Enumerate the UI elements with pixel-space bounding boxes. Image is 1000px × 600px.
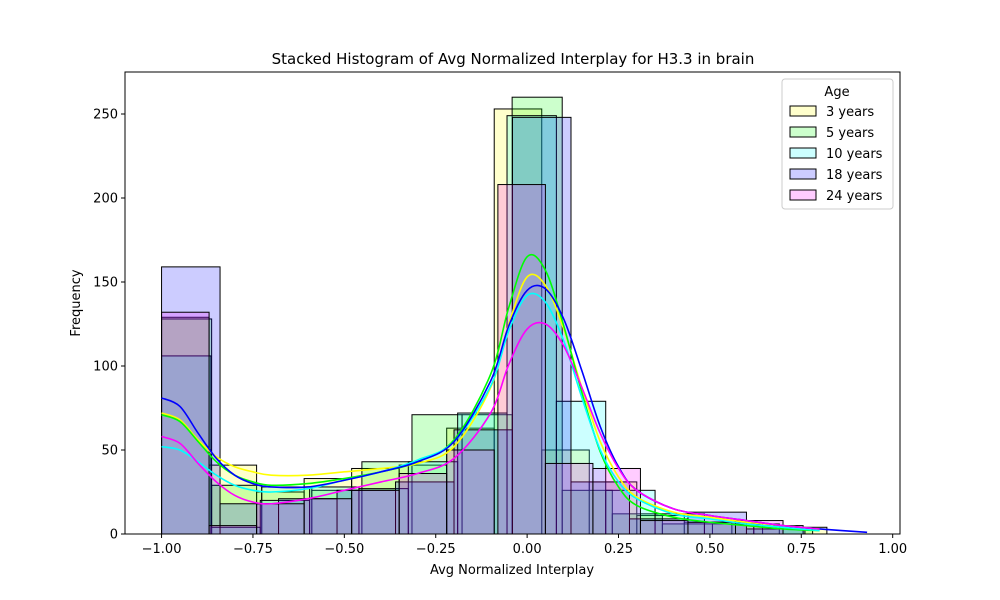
bar-24-years-8: [544, 462, 594, 535]
y-tick-label: 200: [93, 192, 118, 207]
x-tick-label: −0.75: [233, 542, 273, 557]
bar-3-years-7: [493, 108, 543, 535]
x-tick-label: −1.00: [142, 542, 182, 557]
bar-24-years-3: [303, 498, 353, 535]
bar-24-years-2: [256, 503, 305, 535]
bar-24-years-1: [208, 525, 258, 535]
legend-box: [781, 78, 894, 210]
bar-10-years-6: [457, 412, 508, 535]
kde-line-10-years: [161, 292, 820, 532]
legend-label-3-years: 3 years: [826, 105, 874, 120]
legend-label-5-years: 5 years: [826, 126, 874, 141]
x-tick-label: 1.00: [878, 542, 907, 557]
y-tick-label: 250: [93, 108, 118, 123]
y-axis-label: Frequency: [69, 269, 84, 336]
bar-18-years-3: [336, 489, 397, 535]
y-tick-label: 50: [101, 444, 118, 459]
bar-24-years-7: [497, 184, 546, 535]
legend-items: 3 years 5 years 10 years 18 years 24 years: [789, 105, 883, 204]
bar-24-years-4: [351, 489, 400, 535]
bar-24-years-9: [592, 467, 641, 535]
bar-10-years-4: [358, 488, 409, 535]
plot-frame: [124, 71, 901, 535]
bar-24-years-0: [161, 311, 210, 535]
x-axis: −1.00 −0.75 −0.50 −0.25 0.00 0.25 0.50 0.75 1.00: [142, 534, 907, 557]
x-tick-label: 0.25: [604, 542, 633, 557]
y-tick-label: 150: [93, 276, 118, 291]
legend-label-24-years: 24 years: [826, 189, 883, 204]
bar-5-years-6: [461, 414, 513, 535]
x-tick-label: 0.50: [695, 542, 724, 557]
y-tick-label: 0: [110, 528, 118, 543]
legend-label-10-years: 10 years: [826, 147, 883, 162]
bars-layer: [161, 96, 828, 535]
legend-swatch-3-years: [789, 105, 817, 117]
bar-18-years-5: [453, 429, 514, 535]
bar-10-years-3: [309, 486, 360, 535]
bar-3-years-1: [208, 464, 258, 535]
legend-label-18-years: 18 years: [826, 168, 883, 183]
legend-swatch-18-years: [789, 168, 817, 180]
kde-line-24-years: [161, 321, 820, 530]
chart-title: Stacked Histogram of Avg Normalized Inte…: [272, 50, 755, 68]
x-axis-label: Avg Normalized Interplay: [430, 563, 594, 578]
legend-swatch-24-years: [789, 189, 817, 201]
bar-10-years-8: [555, 400, 607, 535]
x-tick-label: −0.50: [324, 542, 364, 557]
y-axis: 0 50 100 150 200 250: [93, 108, 125, 543]
bar-24-years-5: [398, 473, 448, 535]
bar-18-years-4: [395, 481, 455, 535]
legend-swatch-5-years: [789, 126, 817, 138]
legend-swatch-10-years: [789, 147, 817, 159]
x-tick-label: −0.25: [416, 542, 456, 557]
legend: Age 3 years 5 years 10 years 18 years 24 yea…: [781, 78, 894, 210]
bar-18-years-7: [570, 481, 630, 535]
kde-layer: [161, 253, 868, 534]
bar-24-years-10: [639, 520, 689, 535]
x-tick-label: 0.75: [787, 542, 816, 557]
y-tick-label: 100: [93, 360, 118, 375]
x-tick-label: 0.00: [513, 542, 542, 557]
legend-title: Age: [824, 85, 849, 100]
bar-24-years-6: [446, 449, 495, 535]
